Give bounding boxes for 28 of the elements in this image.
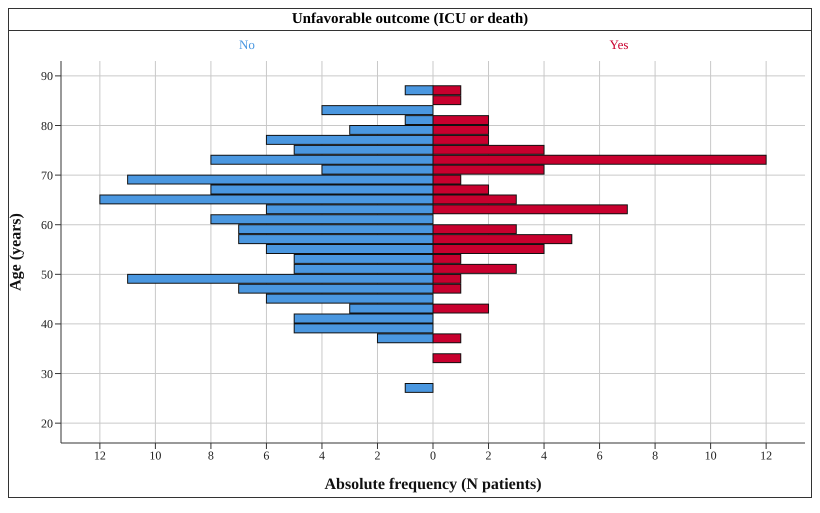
y-tick-label: 90 [41,69,53,84]
x-tick-label: 0 [430,448,436,463]
y-tick-label: 30 [41,366,53,381]
x-tick-label: 4 [541,448,548,463]
y-tick-label: 60 [41,218,53,232]
x-axis-title: Absolute frequency (N patients) [324,476,542,493]
y-tick-label: 80 [41,118,53,133]
y-tick-label: 20 [41,416,53,430]
y-tick-label: 70 [41,168,53,182]
x-tick-label: 2 [374,448,380,463]
x-tick-label: 8 [208,448,214,463]
x-tick-label: 6 [596,448,603,463]
x-tick-label: 10 [704,448,717,463]
y-tick-label: 40 [41,317,53,332]
x-tick-label: 12 [94,448,106,463]
bar [432,353,462,364]
bar [404,382,434,393]
text: Yes [608,37,630,53]
text: No [238,37,256,53]
legend-title: Unfavorable outcome (ICU or death) [9,9,811,31]
x-tick-label: 12 [760,448,772,463]
y-axis-title: Age (years) [8,213,25,291]
x-tick-label: 10 [149,448,162,463]
x-tick-label: 8 [652,448,658,463]
x-tick-label: 4 [318,448,325,463]
x-tick-label: 6 [263,448,270,463]
y-tick-label: 50 [41,268,53,282]
x-tick-label: 2 [486,448,492,463]
